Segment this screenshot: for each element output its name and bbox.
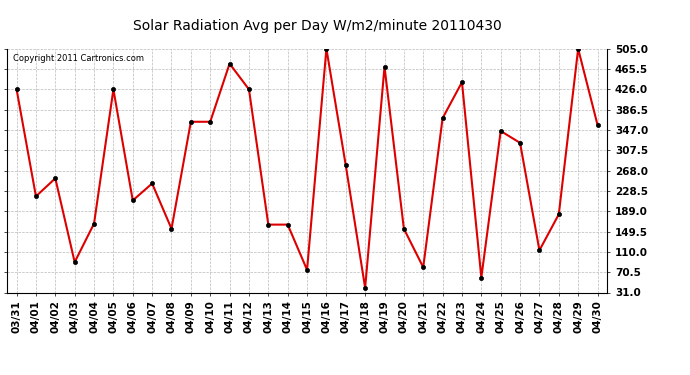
Text: Solar Radiation Avg per Day W/m2/minute 20110430: Solar Radiation Avg per Day W/m2/minute … <box>133 19 502 33</box>
Text: Copyright 2011 Cartronics.com: Copyright 2011 Cartronics.com <box>13 54 144 63</box>
